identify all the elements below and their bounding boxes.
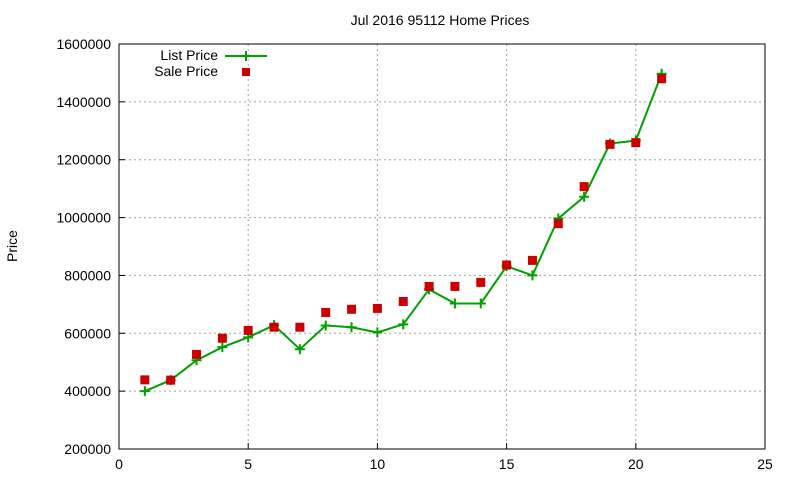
x-tick-label: 5 [244,456,252,472]
sale-price-marker [657,74,667,84]
sale-price-marker [269,322,279,332]
legend-sale-price-marker [242,68,250,76]
sale-price-marker [295,322,305,332]
y-tick-label: 400000 [64,383,111,399]
list-price-marker [372,327,383,338]
sale-price-marker [450,281,460,291]
sale-price-marker [243,325,253,335]
list-price-marker [217,342,228,353]
sale-price-marker [321,307,331,317]
y-tick-label: 1200000 [56,152,111,168]
x-tick-label: 10 [370,456,386,472]
sale-price-marker [347,304,357,314]
list-price-marker [294,344,305,355]
list-price-marker [579,191,590,202]
grid-lines [119,44,765,449]
list-price-marker [527,270,538,281]
sale-price-marker [605,139,615,149]
list-price-marker [449,298,460,309]
y-tick-label: 1400000 [56,94,111,110]
x-tick-label: 0 [115,456,123,472]
chart-title: Jul 2016 95112 Home Prices [350,12,530,28]
list-price-marker [346,322,357,333]
sale-price-marker [372,303,382,313]
sale-price-marker [502,260,512,270]
sale-price-marker [476,277,486,287]
sale-price-marker [424,281,434,291]
sale-price-marker [140,375,150,385]
x-tick-label: 15 [499,456,515,472]
sale-price-marker [398,296,408,306]
sale-price-marker [527,255,537,265]
y-tick-label: 1600000 [56,36,111,52]
tick-labels: 0 5 10 15 20 25 200000 400000 600000 800000 100000… [56,36,773,472]
y-tick-label: 800000 [64,267,111,283]
legend-label-sale-price: Sale Price [154,63,218,79]
sale-price-marker [553,219,563,229]
sale-price-marker [579,182,589,192]
list-price-marker [398,319,409,330]
list-price-marker [475,298,486,309]
sale-price-marker [192,349,202,359]
sale-price-marker [631,138,641,148]
y-tick-label: 200000 [64,441,111,457]
sale-price-marker [166,375,176,385]
data-series [139,68,667,397]
list-price-marker [139,386,150,397]
axes [118,43,766,450]
plot-frame [118,43,766,450]
legend-list-price-marker [241,51,251,61]
list-price-marker [320,320,331,331]
x-tick-label: 20 [628,456,644,472]
y-tick-label: 600000 [64,325,111,341]
legend [225,51,267,76]
y-tick-label: 1000000 [56,210,111,226]
sale-price-marker [217,333,227,343]
x-tick-label: 25 [757,456,773,472]
legend-label-list-price: List Price [160,47,218,63]
